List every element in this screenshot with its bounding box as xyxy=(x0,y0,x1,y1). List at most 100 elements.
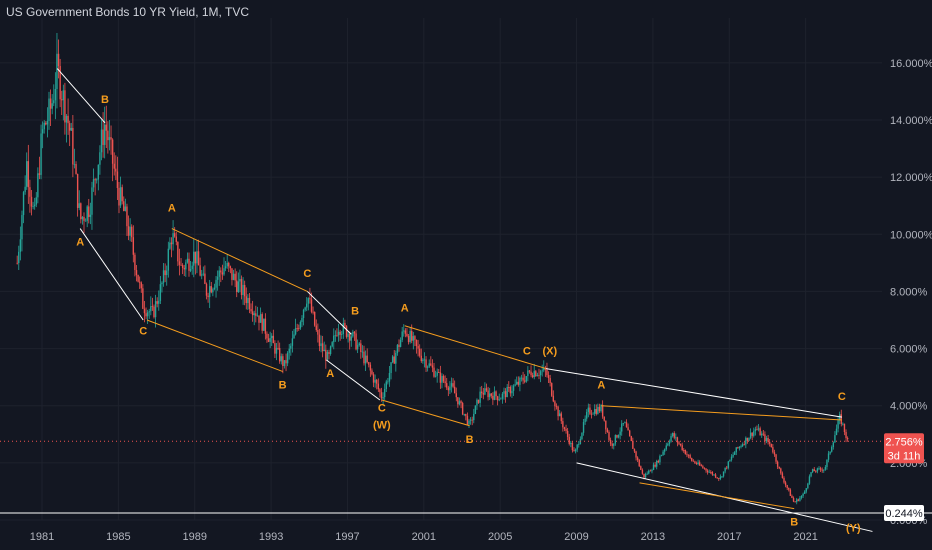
candle-body xyxy=(796,499,798,503)
candle-body xyxy=(671,433,674,437)
candle-body xyxy=(476,399,478,406)
candle-body xyxy=(154,301,157,318)
wave-label: (Y) xyxy=(846,522,861,534)
candle-body xyxy=(121,187,123,202)
candle-body xyxy=(124,206,127,211)
candle-body xyxy=(83,216,85,221)
candle-body xyxy=(48,98,50,121)
candle-body xyxy=(708,471,710,473)
candle-body xyxy=(32,206,34,208)
candle-body xyxy=(434,375,437,377)
white-trend-line xyxy=(79,228,144,321)
candle-body xyxy=(648,470,650,474)
candle-body xyxy=(307,298,310,304)
candle-body xyxy=(638,459,640,467)
candle-body xyxy=(490,393,492,396)
y-tick-label: 16.000% xyxy=(890,58,932,70)
candle-body xyxy=(37,173,39,198)
orange-trend-line xyxy=(404,325,547,370)
candle-body xyxy=(333,335,335,343)
candle-body xyxy=(662,451,664,455)
candle-body xyxy=(368,362,370,365)
candle-body xyxy=(636,457,639,460)
candle-body xyxy=(342,323,345,334)
candle-body xyxy=(543,367,545,371)
current-price-label: 2.756% xyxy=(885,436,923,448)
candle-body xyxy=(786,485,788,488)
candle-body xyxy=(347,333,349,337)
candle-body xyxy=(441,375,443,383)
candle-body xyxy=(791,495,793,498)
candle-body xyxy=(310,299,313,312)
candle-body xyxy=(826,459,828,467)
candle-body xyxy=(263,318,265,331)
candle-body xyxy=(278,348,281,362)
candle-body xyxy=(64,90,66,123)
candle-body xyxy=(216,276,219,280)
candle-body xyxy=(267,338,270,342)
candle-body xyxy=(571,442,574,451)
candle-body xyxy=(426,366,429,368)
candle-body xyxy=(261,314,263,331)
candle-body xyxy=(57,53,60,67)
candle-body xyxy=(805,488,807,492)
candle-body xyxy=(73,164,76,165)
candle-body xyxy=(683,449,685,451)
candle-body xyxy=(719,476,722,479)
candle-body xyxy=(776,461,779,467)
candle-body xyxy=(19,239,22,252)
candle-body xyxy=(558,413,561,417)
candle-body xyxy=(498,399,500,401)
candle-body xyxy=(749,432,752,438)
candle-body xyxy=(62,90,65,101)
candle-body xyxy=(818,468,820,470)
candle-body xyxy=(659,456,661,463)
candle-body xyxy=(221,272,224,275)
candle-body xyxy=(110,137,112,140)
candle-body xyxy=(819,468,822,470)
candle-body xyxy=(576,444,578,450)
candle-body xyxy=(134,254,136,271)
candle-body xyxy=(625,422,628,428)
candle-body xyxy=(291,338,294,346)
candle-body xyxy=(321,343,324,352)
y-tick-label: 8.000% xyxy=(890,286,928,298)
candle-body xyxy=(570,442,572,444)
candle-body xyxy=(778,466,780,469)
candle-body xyxy=(538,375,540,376)
candle-body xyxy=(377,383,380,390)
candle-body xyxy=(116,171,119,189)
x-tick-label: 1997 xyxy=(335,531,359,543)
candle-body xyxy=(137,274,139,282)
candle-body xyxy=(501,393,504,399)
candle-body xyxy=(554,401,556,407)
candle-body xyxy=(632,441,634,449)
candle-body xyxy=(361,351,364,353)
candle-body xyxy=(337,331,340,336)
candle-body xyxy=(713,474,715,476)
candle-body xyxy=(527,370,529,377)
candle-body xyxy=(746,437,749,441)
candle-body xyxy=(119,187,122,206)
wave-label: A xyxy=(401,302,409,314)
candle-body xyxy=(97,164,100,180)
candle-body xyxy=(360,343,362,353)
candle-body xyxy=(26,161,28,187)
candle-body xyxy=(436,372,438,376)
candle-body xyxy=(781,473,784,479)
candle-body xyxy=(754,429,757,432)
candle-body xyxy=(193,251,195,266)
candle-body xyxy=(339,331,341,335)
candle-body xyxy=(126,206,128,227)
candle-body xyxy=(228,262,230,267)
candle-body xyxy=(587,407,590,412)
wave-label: A xyxy=(326,368,334,380)
candle-body xyxy=(735,447,737,453)
candle-body xyxy=(484,388,486,395)
candle-body xyxy=(285,360,287,364)
candle-body xyxy=(296,328,298,329)
candle-body xyxy=(207,295,209,298)
candle-body xyxy=(92,179,95,188)
orange-trend-line xyxy=(171,228,308,292)
